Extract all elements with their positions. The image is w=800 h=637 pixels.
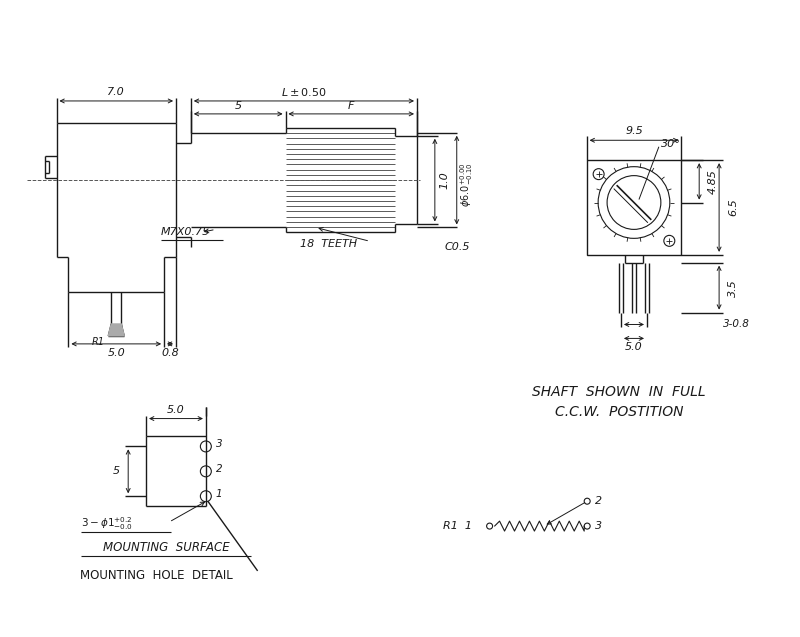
Text: MOUNTING  HOLE  DETAIL: MOUNTING HOLE DETAIL [80,569,233,582]
Text: 9.5: 9.5 [625,126,643,136]
Text: 2: 2 [216,464,222,475]
Text: 7.0: 7.0 [107,87,125,97]
Text: R1: R1 [92,337,105,347]
Text: 5.0: 5.0 [107,348,125,358]
Text: M7X0.75: M7X0.75 [161,227,210,238]
Text: C.C.W.  POSTITION: C.C.W. POSTITION [554,404,683,419]
Text: 0.8: 0.8 [161,348,179,358]
Text: F: F [348,101,354,111]
Text: $L\pm0.50$: $L\pm0.50$ [281,86,327,98]
Text: 3: 3 [595,521,602,531]
Text: R1  1: R1 1 [442,521,472,531]
Text: 3-0.8: 3-0.8 [723,320,750,329]
Text: 1.0: 1.0 [440,171,450,189]
Text: 5.0: 5.0 [625,342,643,352]
Text: $\phi6.0^{+0.00}_{-0.10}$: $\phi6.0^{+0.00}_{-0.10}$ [458,163,475,207]
Text: 1: 1 [216,489,222,499]
Text: 5: 5 [234,101,242,111]
Bar [586,160,682,255]
Text: $3-\phi1^{+0.2}_{-0.0}$: $3-\phi1^{+0.2}_{-0.0}$ [82,516,134,533]
Text: SHAFT  SHOWN  IN  FULL: SHAFT SHOWN IN FULL [532,385,706,399]
Text: C0.5: C0.5 [445,242,470,252]
Text: 2: 2 [595,496,602,506]
Text: 4.85: 4.85 [708,169,718,194]
Text: 6.5: 6.5 [728,199,738,217]
Text: 18  TEETH: 18 TEETH [301,240,358,249]
Polygon shape [108,324,124,336]
Text: 5: 5 [113,466,120,476]
Text: 3.5: 3.5 [728,279,738,296]
Text: MOUNTING  SURFACE: MOUNTING SURFACE [102,541,230,554]
Text: 5.0: 5.0 [167,404,185,415]
Text: 3: 3 [216,440,222,450]
Text: 30°: 30° [661,139,681,149]
